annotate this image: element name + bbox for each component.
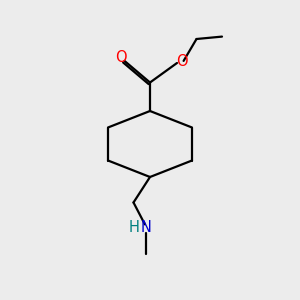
Text: N: N bbox=[141, 220, 152, 236]
Text: O: O bbox=[176, 54, 188, 69]
Text: H: H bbox=[129, 220, 140, 236]
Text: O: O bbox=[115, 50, 126, 65]
